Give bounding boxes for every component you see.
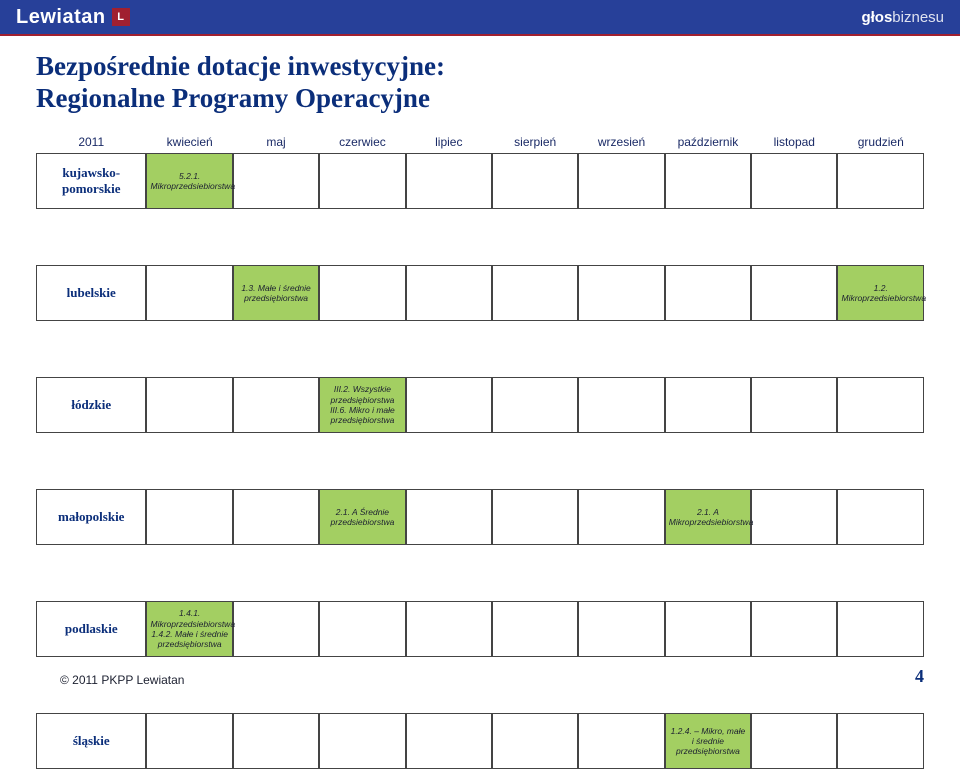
- header-month: sierpień: [492, 133, 578, 153]
- header-month: listopad: [751, 133, 837, 153]
- header-month: wrzesień: [578, 133, 664, 153]
- cell-empty: [837, 713, 924, 769]
- cell-empty: [751, 713, 837, 769]
- cell-empty: [492, 153, 578, 209]
- brand-logo: Lewiatan L: [16, 6, 130, 29]
- cell-empty: [233, 601, 319, 657]
- header-month: czerwiec: [319, 133, 405, 153]
- cell-empty: [406, 153, 492, 209]
- table-row: łódzkie III.2. Wszystkie przedsiębiorstw…: [36, 377, 924, 433]
- cell-filled: 1.4.1. Mikroprzedsiebiorstwa 1.4.2. Małe…: [146, 601, 232, 657]
- footer: © 2011 PKPP Lewiatan 4: [60, 666, 924, 687]
- cell-empty: [319, 601, 405, 657]
- copyright-text: © 2011 PKPP Lewiatan: [60, 673, 184, 687]
- table-row: małopolskie 2.1. A Średnie przedsiebiors…: [36, 489, 924, 545]
- page-title: Bezpośrednie dotacje inwestycyjne: Regio…: [36, 50, 924, 115]
- cell-filled: 2.1. A Średnie przedsiebiorstwa: [319, 489, 405, 545]
- cell-empty: [233, 377, 319, 433]
- cell-empty: [578, 153, 664, 209]
- cell-empty: [492, 489, 578, 545]
- cell-empty: [751, 377, 837, 433]
- cell-empty: [406, 265, 492, 321]
- cell-empty: [837, 153, 924, 209]
- cell-empty: [751, 601, 837, 657]
- cell-filled: 1.2. Mikroprzedsiebiorstwa: [837, 265, 924, 321]
- cell-empty: [233, 489, 319, 545]
- cell-filled: III.2. Wszystkie przedsiębiorstwa III.6.…: [319, 377, 405, 433]
- cell-empty: [146, 489, 232, 545]
- cell-empty: [578, 713, 664, 769]
- cell-empty: [665, 377, 751, 433]
- cell-filled: 5.2.1. Mikroprzedsiebiorstwa: [146, 153, 232, 209]
- cell-filled: 1.3. Małe i średnie przedsiębiorstwa: [233, 265, 319, 321]
- header-month: kwiecień: [146, 133, 232, 153]
- row-label: łódzkie: [36, 377, 146, 433]
- cell-empty: [578, 377, 664, 433]
- table-row: śląskie 1.2.4. – Mikro, małe i średnie p…: [36, 713, 924, 769]
- brand-text: Lewiatan: [16, 6, 106, 29]
- right-logo: głosbiznesu: [861, 9, 944, 26]
- cell-empty: [492, 601, 578, 657]
- cell-empty: [578, 489, 664, 545]
- table-row: podlaskie 1.4.1. Mikroprzedsiebiorstwa 1…: [36, 601, 924, 657]
- cell-empty: [578, 601, 664, 657]
- cell-empty: [406, 377, 492, 433]
- cell-empty: [837, 489, 924, 545]
- header-month: październik: [665, 133, 751, 153]
- cell-empty: [319, 713, 405, 769]
- header-month: lipiec: [406, 133, 492, 153]
- cell-empty: [146, 713, 232, 769]
- title-line1: Bezpośrednie dotacje inwestycyjne:: [36, 51, 445, 81]
- cell-empty: [665, 153, 751, 209]
- header-month: maj: [233, 133, 319, 153]
- cell-empty: [406, 601, 492, 657]
- title-line2: Regionalne Programy Operacyjne: [36, 83, 430, 113]
- content-area: Bezpośrednie dotacje inwestycyjne: Regio…: [0, 36, 960, 769]
- topbar: Lewiatan L głosbiznesu: [0, 0, 960, 36]
- cell-empty: [492, 377, 578, 433]
- row-label: podlaskie: [36, 601, 146, 657]
- cell-empty: [146, 377, 232, 433]
- cell-empty: [492, 713, 578, 769]
- cell-empty: [751, 265, 837, 321]
- cell-empty: [319, 153, 405, 209]
- cell-empty: [665, 265, 751, 321]
- cell-empty: [233, 713, 319, 769]
- cell-empty: [751, 489, 837, 545]
- cell-empty: [837, 377, 924, 433]
- row-label: lubelskie: [36, 265, 146, 321]
- table-row: kujawsko-pomorskie 5.2.1. Mikroprzedsieb…: [36, 153, 924, 209]
- cell-empty: [492, 265, 578, 321]
- cell-empty: [146, 265, 232, 321]
- table-row: lubelskie 1.3. Małe i średnie przedsiębi…: [36, 265, 924, 321]
- cell-empty: [406, 489, 492, 545]
- header-month: grudzień: [837, 133, 924, 153]
- cell-empty: [233, 153, 319, 209]
- cell-filled: 2.1. A Mikroprzedsiebiorstwa: [665, 489, 751, 545]
- cell-empty: [751, 153, 837, 209]
- header-year: 2011: [36, 133, 146, 153]
- brand-mark-icon: L: [112, 8, 130, 26]
- cell-empty: [319, 265, 405, 321]
- cell-empty: [837, 601, 924, 657]
- row-label: śląskie: [36, 713, 146, 769]
- cell-empty: [665, 601, 751, 657]
- right-logo-light: biznesu: [892, 9, 944, 26]
- cell-empty: [406, 713, 492, 769]
- cell-empty: [578, 265, 664, 321]
- page-number: 4: [915, 666, 924, 687]
- row-label: małopolskie: [36, 489, 146, 545]
- row-label: kujawsko-pomorskie: [36, 153, 146, 209]
- right-logo-bold: głos: [861, 9, 892, 26]
- header-row: 2011 kwiecień maj czerwiec lipiec sierpi…: [36, 133, 924, 153]
- cell-filled: 1.2.4. – Mikro, małe i średnie przedsięb…: [665, 713, 751, 769]
